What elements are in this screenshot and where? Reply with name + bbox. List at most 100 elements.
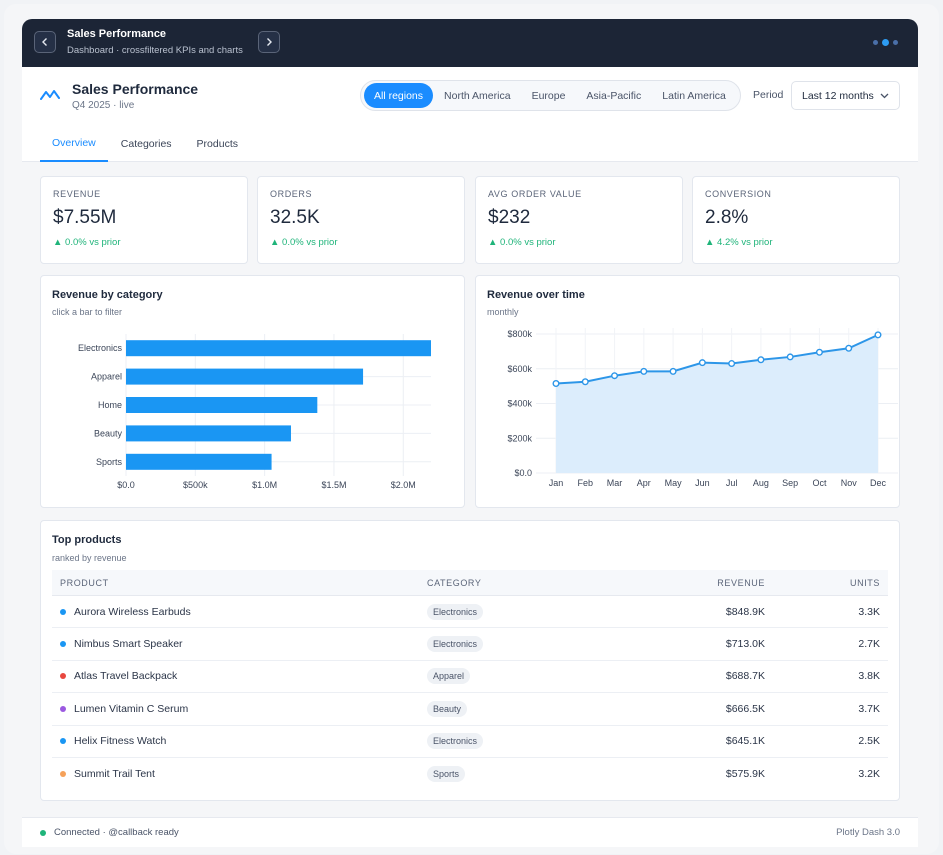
x-tick-label: May — [665, 478, 683, 488]
category-cell: Electronics — [427, 603, 697, 620]
units-cell: 3.8K — [858, 670, 880, 683]
trend-line-icon — [40, 90, 60, 100]
tab-categories[interactable]: Categories — [120, 137, 172, 150]
kpi-value: $7.55M — [53, 207, 117, 228]
column-header-category[interactable]: CATEGORY — [427, 577, 482, 588]
connection-status: Connected · @callback ready — [54, 827, 179, 838]
region-europe[interactable]: Europe — [531, 89, 566, 102]
product-cell: Lumen Vitamin C Serum — [52, 703, 427, 715]
table-row[interactable]: Aurora Wireless Earbuds Electronics $848.9… — [52, 596, 888, 629]
units-cell: 3.2K — [858, 768, 880, 781]
table-header: PRODUCT CATEGORY REVENUE UNITS — [52, 570, 888, 596]
category-cell: Apparel — [427, 668, 697, 685]
data-point-feb[interactable] — [581, 378, 589, 386]
data-point-sep[interactable] — [786, 353, 794, 361]
x-tick-label: $500k — [183, 480, 208, 490]
kpi-label: CONVERSION — [705, 189, 772, 199]
category-cell: Electronics — [427, 636, 697, 653]
chevron-left-icon — [42, 38, 47, 46]
region-filter: All regions North America Europe Asia-Pa… — [360, 80, 741, 111]
period-value: Last 12 months — [802, 89, 874, 102]
region-asia-pacific[interactable]: Asia-Pacific — [586, 89, 642, 102]
x-tick-label: Jan — [549, 478, 564, 488]
bar-home[interactable] — [126, 397, 318, 413]
region-all[interactable]: All regions — [364, 83, 434, 108]
product-name: Atlas Travel Backpack — [74, 670, 178, 683]
revenue-cell: $666.5K — [725, 702, 765, 715]
data-point-dec[interactable] — [874, 331, 882, 339]
period-label: Period — [753, 89, 784, 101]
page-dot-active[interactable] — [882, 39, 889, 46]
page-subtitle: Q4 2025 · live — [72, 100, 135, 111]
y-tick-label: $0.0 — [514, 468, 532, 478]
back-button[interactable] — [34, 31, 56, 53]
column-header-units[interactable]: UNITS — [850, 577, 880, 588]
y-tick-label: $600k — [507, 364, 532, 374]
revenue-by-category-chart: $0.0 $500k $1.0M $1.5M $2.0M Electronics Appar… — [78, 334, 431, 490]
data-point-nov[interactable] — [845, 344, 853, 352]
category-dot-icon — [60, 608, 66, 615]
y-tick-label: $400k — [507, 399, 532, 409]
page-title: Sales Performance — [72, 81, 199, 97]
column-header-revenue[interactable]: REVENUE — [717, 577, 765, 588]
category-badge: Beauty — [427, 700, 468, 717]
chevron-down-icon — [880, 93, 889, 99]
data-point-may[interactable] — [669, 367, 677, 375]
tab-overview[interactable]: Overview — [40, 125, 108, 162]
data-point-aug[interactable] — [757, 356, 765, 364]
data-point-jan[interactable] — [552, 380, 560, 388]
y-tick-label: $800k — [507, 329, 532, 339]
product-cell: Nimbus Smart Speaker — [52, 638, 427, 650]
data-point-jun[interactable] — [698, 359, 706, 367]
bar-apparel[interactable] — [126, 368, 364, 385]
category-dot-icon — [60, 738, 66, 745]
table-row[interactable]: Summit Trail Tent Sports $575.9K 3.2K — [52, 758, 888, 790]
kpi-delta: ▲ 4.2% vs prior — [705, 237, 773, 248]
bar-electronics[interactable] — [126, 340, 431, 357]
data-point-oct[interactable] — [815, 348, 823, 356]
data-point-jul[interactable] — [728, 360, 736, 368]
status-bar: Connected · @callback ready Plotly Dash … — [22, 817, 918, 847]
product-name: Aurora Wireless Earbuds — [74, 605, 191, 618]
units-cell: 2.5K — [858, 735, 880, 748]
data-point-mar[interactable] — [611, 372, 619, 380]
top-products-card: Top products ranked by revenue PRODUCT C… — [40, 520, 900, 801]
table-row[interactable]: Helix Fitness Watch Electronics $645.1K 2.5… — [52, 726, 888, 758]
window-title: Sales Performance — [67, 28, 167, 40]
forward-button[interactable] — [258, 31, 280, 53]
category-dot-icon — [60, 673, 66, 680]
top-products-table: PRODUCT CATEGORY REVENUE UNITS Aurora Wi… — [52, 570, 888, 790]
kpi-label: AVG ORDER VALUE — [488, 189, 582, 199]
bar-beauty[interactable] — [126, 425, 291, 442]
kpi-value: $232 — [488, 207, 531, 228]
chart-subtitle: click a bar to filter — [52, 307, 123, 317]
kpi-card-orders: ORDERS 32.5K ▲ 0.0% vs prior — [257, 176, 465, 264]
kpi-value: 2.8% — [705, 207, 749, 228]
category-dot-icon — [60, 641, 66, 648]
y-tick-label: $200k — [507, 433, 532, 443]
period-select[interactable]: Last 12 months — [791, 81, 900, 110]
tab-products[interactable]: Products — [196, 137, 238, 150]
page-dot[interactable] — [873, 40, 878, 45]
region-latin-america[interactable]: Latin America — [662, 89, 726, 102]
status-dot-icon — [40, 830, 46, 836]
units-cell: 3.3K — [858, 605, 880, 618]
table-row[interactable]: Atlas Travel Backpack Apparel $688.7K 3.8K — [52, 661, 888, 694]
chart-title: Revenue over time — [487, 289, 585, 301]
x-tick-label: $0.0 — [117, 480, 135, 490]
bar-sports[interactable] — [126, 453, 272, 470]
category-label: Sports — [96, 457, 123, 467]
kpi-delta: ▲ 0.0% vs prior — [53, 237, 121, 248]
table-row[interactable]: Lumen Vitamin C Serum Beauty $666.5K 3.7K — [52, 693, 888, 726]
table-row[interactable]: Nimbus Smart Speaker Electronics $713.0K 2.… — [52, 628, 888, 661]
chart-title: Revenue by category — [52, 289, 163, 301]
category-badge: Electronics — [427, 636, 484, 653]
page-dot[interactable] — [893, 40, 898, 45]
x-tick-label: Mar — [607, 478, 623, 488]
x-tick-label: Nov — [841, 478, 858, 488]
tab-bar: Overview Categories Products — [40, 125, 251, 162]
revenue-cell: $713.0K — [725, 638, 765, 651]
column-header-product[interactable]: PRODUCT — [60, 577, 109, 588]
data-point-apr[interactable] — [640, 367, 648, 375]
region-north-america[interactable]: North America — [444, 89, 511, 102]
